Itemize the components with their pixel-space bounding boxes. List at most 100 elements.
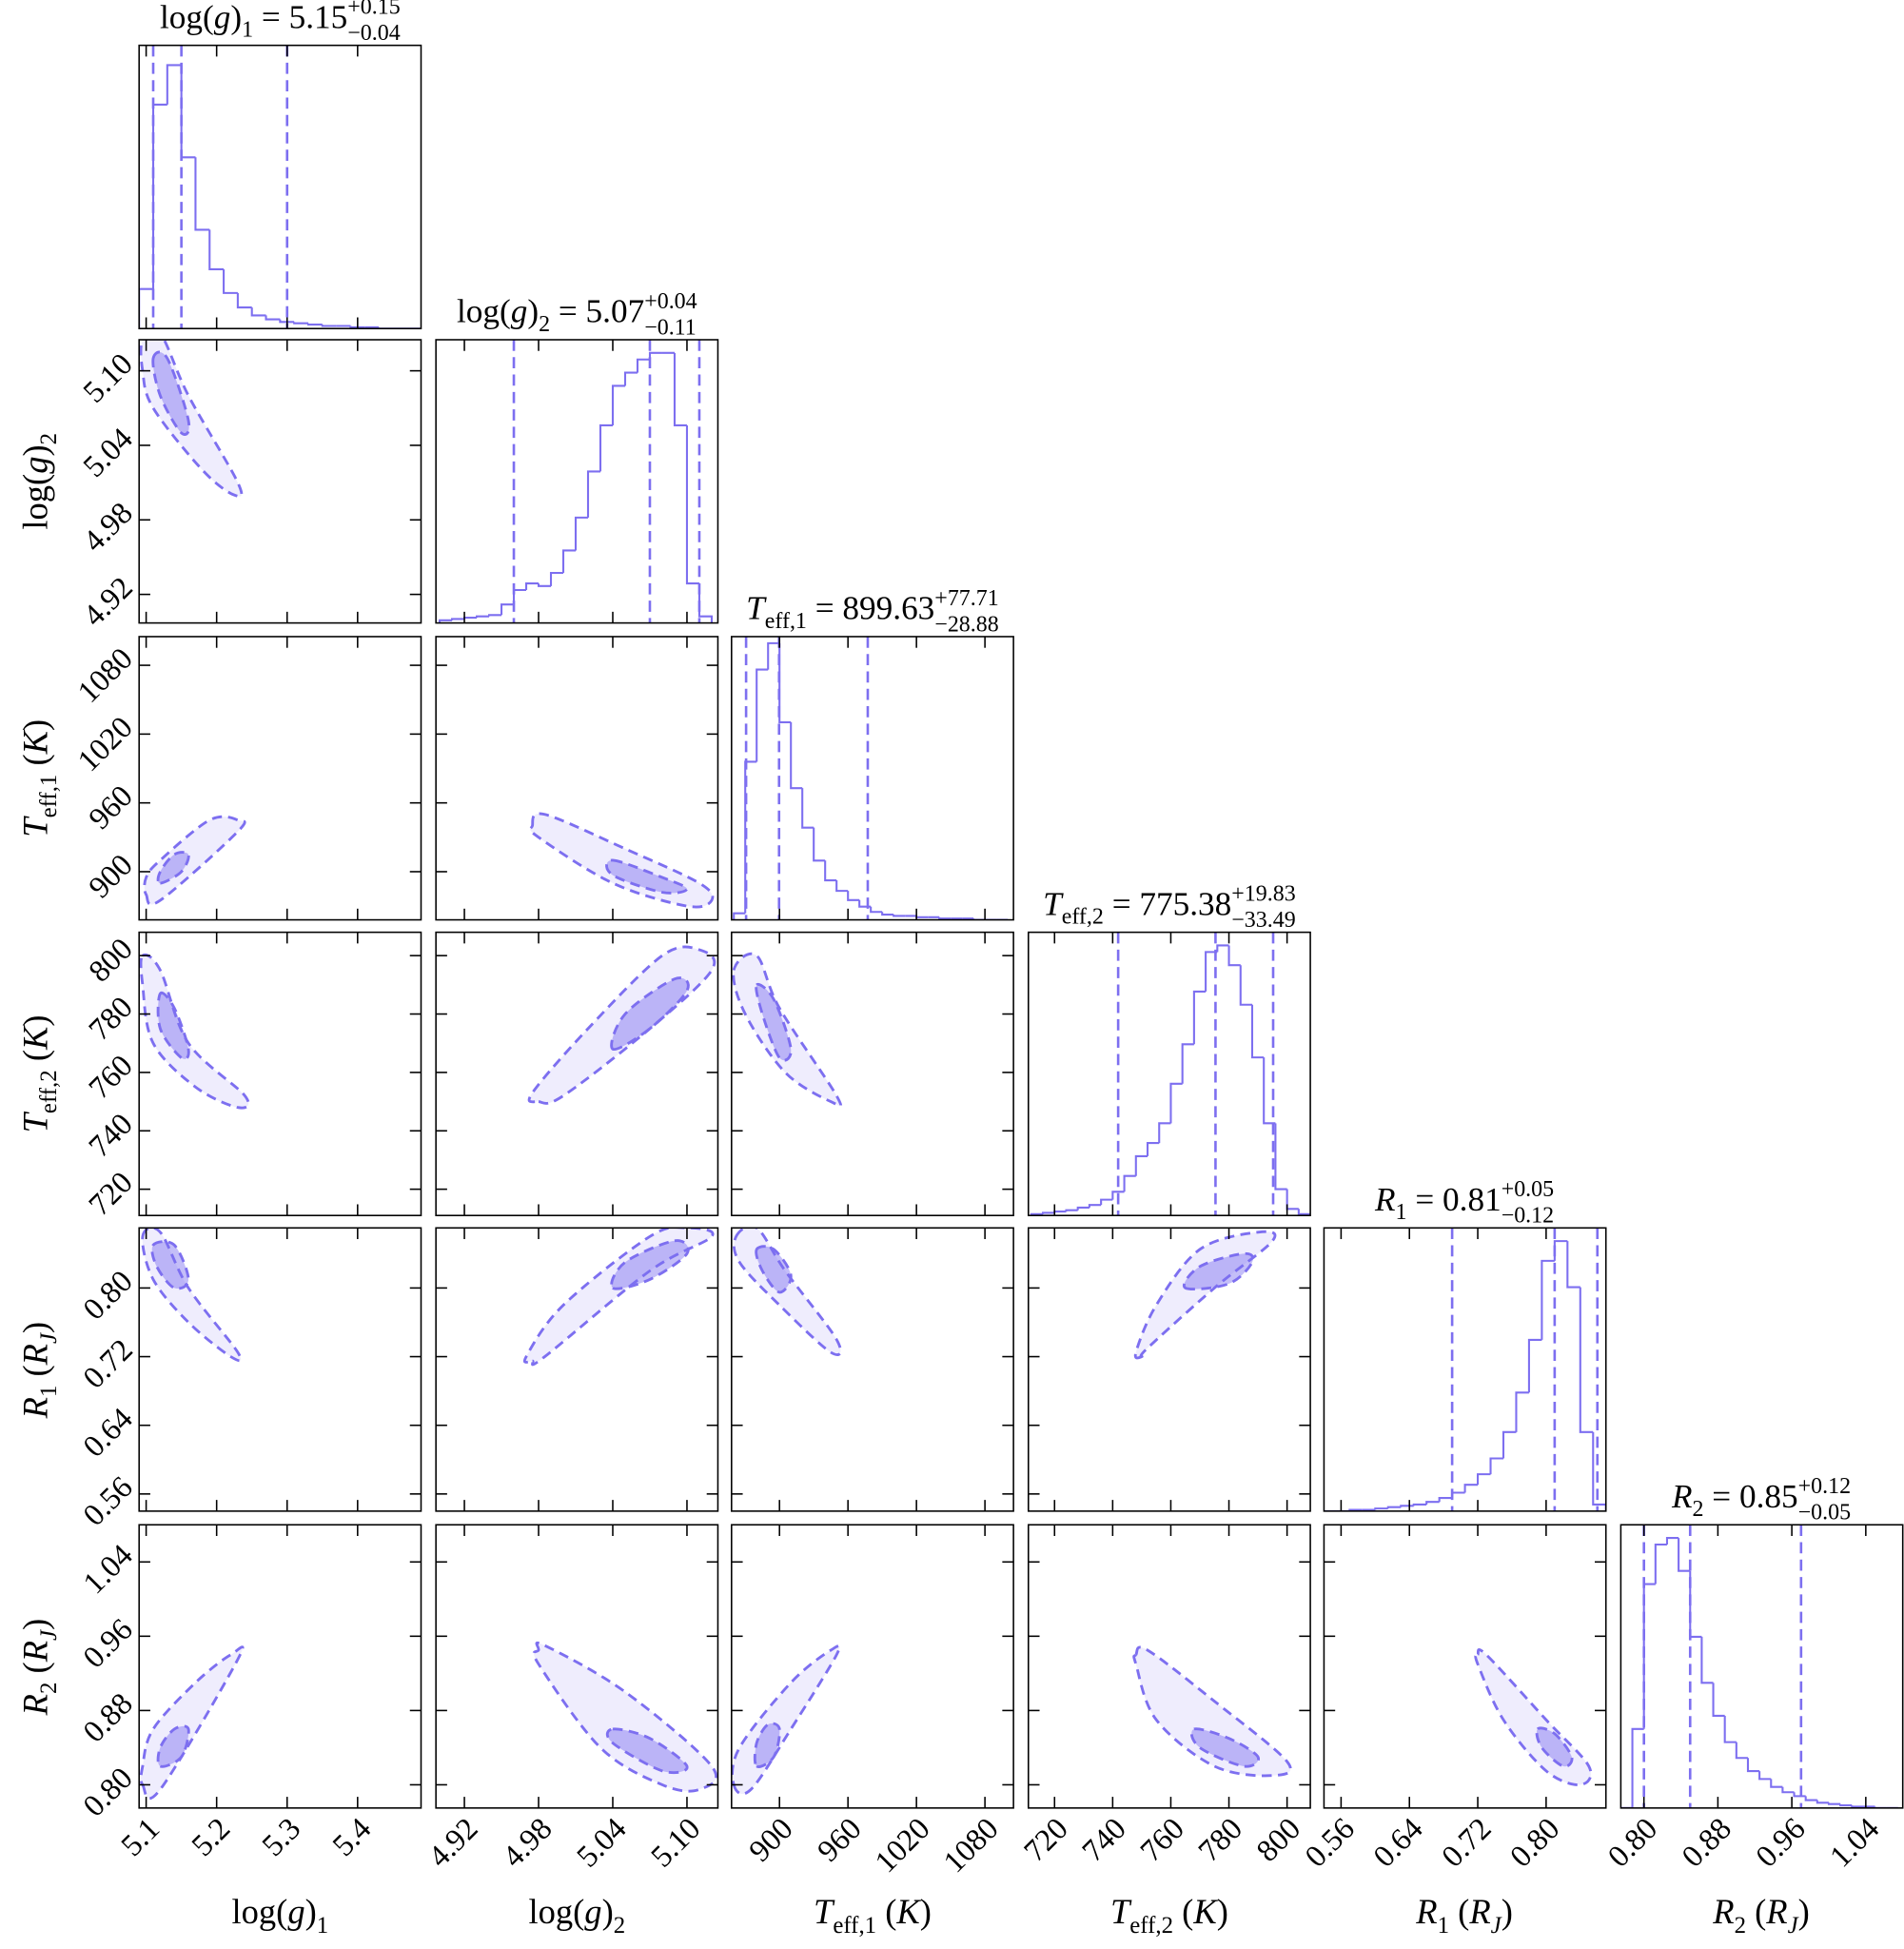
y-axis-label: Teff,2 (K) (16, 1014, 63, 1132)
panel-title-part: +77.71 (934, 586, 998, 611)
x-axis-label-part: log( (231, 1892, 287, 1931)
x-tick-label: 960 (812, 1812, 869, 1869)
y-tick-label: 900 (83, 848, 140, 905)
histogram-bin (1631, 1727, 1644, 1808)
panel-frame (1027, 1524, 1311, 1809)
x-tick-label: 0.56 (1299, 1812, 1362, 1875)
x-tick-label: 720 (1018, 1812, 1075, 1869)
panel-frame (138, 44, 422, 330)
x-tick-label: 900 (743, 1812, 800, 1869)
histogram-bin (537, 583, 552, 587)
panel-title-part: T (1043, 885, 1064, 922)
histogram-bin (1816, 1800, 1829, 1804)
x-axis-label-part: ( (1173, 1892, 1193, 1931)
outer-contour (527, 945, 716, 1105)
histogram-bin (813, 827, 826, 862)
histogram-bin (1205, 951, 1218, 992)
panel (139, 45, 422, 329)
histogram-bin (1665, 1537, 1679, 1545)
histogram-bin (574, 516, 589, 551)
y-axis-label-group: Teff,2 (K) (16, 1014, 63, 1132)
panel-title-part: 1 (1396, 1200, 1407, 1225)
histogram-bin (1297, 1209, 1311, 1216)
x-axis-label-group: R2 (RJ) (1712, 1892, 1810, 1939)
x-axis-label: Teff,1 (K) (814, 1892, 932, 1939)
x-tick-label: 1080 (937, 1812, 1006, 1880)
histogram-bin (1723, 1715, 1737, 1743)
y-axis-label: R2 (RJ) (16, 1619, 63, 1717)
histogram-bin (1700, 1636, 1714, 1684)
y-axis-label-part: R (16, 1641, 55, 1663)
histogram-bin (1654, 1543, 1667, 1585)
panel-frame (731, 931, 1014, 1217)
histogram-bin (208, 229, 225, 271)
panel (522, 1228, 715, 1367)
histogram-bin (673, 352, 687, 427)
histogram-bin (1123, 1174, 1136, 1192)
x-axis-label-part: R (1765, 1892, 1787, 1931)
panel-title-part: 1 (242, 18, 253, 43)
histogram-bin (1592, 1431, 1606, 1511)
histogram-bin (1374, 1507, 1388, 1510)
histogram-bin (451, 618, 465, 620)
x-axis-label-part: g (584, 1892, 601, 1931)
panel-title: R1 = 0.81+0.05 −0.12 (1374, 1177, 1554, 1228)
x-axis-label: Teff,2 (K) (1110, 1892, 1228, 1939)
panel (1620, 1525, 1898, 1808)
panel-frame (435, 339, 719, 624)
histogram-bin (1463, 1484, 1479, 1493)
histogram-bin (1192, 990, 1207, 1045)
y-axis-label-part: T (16, 816, 55, 837)
panel-title-part: g (214, 0, 231, 35)
y-axis-label: Teff,1 (K) (16, 719, 63, 837)
x-axis-label-part: J (1491, 1913, 1502, 1939)
histogram-bin (1502, 1430, 1517, 1459)
x-tick-label: 5.1 (115, 1812, 167, 1863)
histogram-bin (881, 912, 894, 916)
outer-contour (1474, 1647, 1593, 1786)
panel (1132, 1645, 1292, 1778)
inner-contour (1189, 1727, 1260, 1768)
histogram-bin (265, 315, 281, 321)
histogram-bin (1042, 1211, 1055, 1214)
x-axis-label-part: R (1712, 1892, 1734, 1931)
panel-title-part: +0.04 (644, 289, 697, 314)
histogram-bin (1579, 1287, 1594, 1433)
histogram-bin (1286, 1189, 1299, 1211)
histogram-bin (1477, 1473, 1491, 1486)
histogram-bin (524, 582, 540, 590)
panel-title-part: −0.04 (347, 21, 400, 46)
outer-contour (139, 340, 244, 499)
panel (732, 952, 843, 1108)
panel-title-part: R (1374, 1181, 1396, 1218)
panel-title-part: T (746, 590, 767, 627)
histogram-bin (279, 319, 295, 324)
histogram-bin (801, 788, 815, 829)
histogram-bin (1088, 1204, 1102, 1208)
histogram-bin (1541, 1259, 1555, 1340)
x-axis-label-group: log(g)1 (231, 1892, 328, 1939)
panel-title-group: R2 = 0.85+0.12 −0.05 (1671, 1474, 1851, 1525)
histogram-bin (685, 424, 699, 585)
x-axis-label-part: K (1192, 1892, 1218, 1931)
panel-title-part: eff,1 (765, 609, 807, 634)
histogram-bin (194, 157, 210, 231)
histogram-bin (767, 641, 780, 670)
inner-contour (156, 1724, 190, 1768)
panel-title-part: ) (230, 0, 242, 35)
histogram-bin (835, 880, 849, 893)
y-axis-label-part: J (36, 1629, 62, 1641)
x-tick-label: 0.80 (1503, 1812, 1566, 1875)
histogram-bin (1758, 1771, 1772, 1781)
x-axis-label-part: ) (602, 1892, 614, 1931)
panel-frame (1323, 1524, 1607, 1809)
histogram-bin (166, 64, 182, 105)
y-axis-label-part: 2 (36, 433, 62, 444)
histogram-bin (1158, 1122, 1171, 1144)
x-axis-label: log(g)2 (528, 1892, 625, 1939)
panel-frame (138, 1227, 422, 1512)
panel-title-part: = 899.63 (807, 590, 934, 627)
panel-title-group: Teff,1 = 899.63+77.71 −28.88 (746, 586, 999, 637)
panel (527, 945, 716, 1105)
